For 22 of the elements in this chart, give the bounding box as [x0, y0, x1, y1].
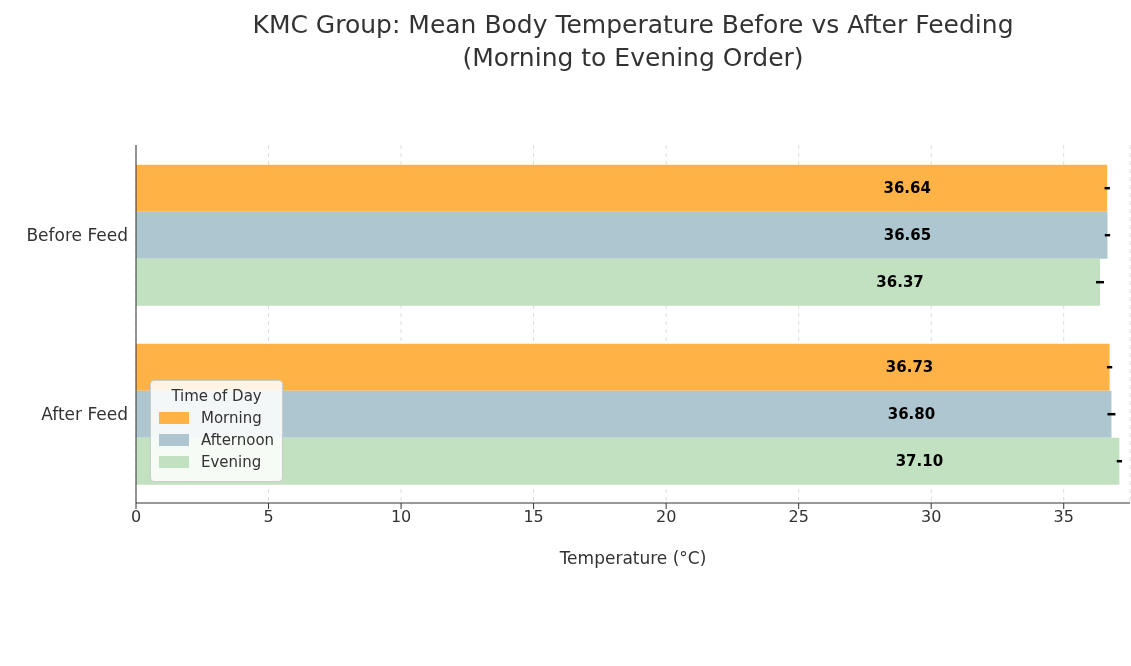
y-tick-label: Before Feed [26, 224, 128, 245]
data-label: 36.80 [887, 405, 936, 424]
x-tick-label: 15 [523, 507, 544, 527]
data-label: 36.73 [885, 358, 934, 377]
legend-label: Evening [201, 453, 262, 471]
x-axis-title: Temperature (°C) [558, 548, 707, 568]
x-tick-label: 0 [130, 507, 142, 527]
x-tick-label: 20 [655, 507, 677, 527]
legend-label: Afternoon [201, 431, 275, 449]
data-label: 36.64 [883, 179, 931, 198]
y-tick-label: After Feed [41, 403, 128, 424]
legend-label: Morning [201, 409, 262, 427]
data-label: 37.10 [895, 452, 944, 471]
x-tick-label: 5 [263, 507, 274, 527]
data-label: 36.37 [876, 273, 924, 292]
x-tick-label: 30 [921, 507, 942, 527]
chart-title: KMC Group: Mean Body Temperature Before vs After Feeding (Morning to Evening Order) [251, 9, 1015, 74]
data-label: 36.65 [883, 226, 932, 245]
x-tick-label: 10 [390, 507, 412, 527]
legend-title: Time of Day [170, 387, 263, 405]
x-tick-label: 25 [788, 507, 809, 527]
x-tick-label: 35 [1053, 507, 1074, 527]
